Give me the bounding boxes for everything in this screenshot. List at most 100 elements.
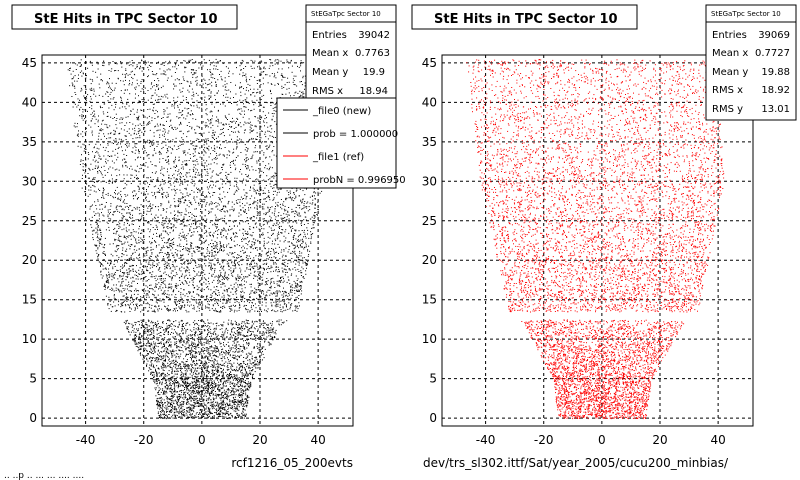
- left-point: [206, 383, 208, 384]
- left-point: [100, 144, 101, 146]
- left-point: [217, 218, 219, 220]
- left-point: [189, 329, 191, 331]
- left-point: [223, 154, 225, 156]
- left-point: [185, 164, 187, 166]
- left-point: [214, 268, 216, 270]
- left-point: [192, 234, 194, 236]
- left-point: [204, 395, 206, 397]
- left-point: [195, 346, 197, 348]
- left-point: [148, 221, 150, 222]
- left-point: [180, 370, 181, 371]
- left-point: [286, 216, 288, 218]
- left-point: [169, 227, 171, 229]
- left-point: [174, 201, 176, 203]
- left-point: [102, 275, 104, 277]
- left-point: [181, 414, 183, 416]
- left-point: [244, 93, 246, 95]
- left-point: [172, 408, 174, 410]
- left-point: [258, 337, 260, 339]
- left-point: [258, 183, 260, 185]
- left-point: [260, 291, 262, 293]
- left-point: [210, 262, 212, 264]
- left-point: [212, 61, 214, 63]
- left-point: [141, 296, 143, 298]
- left-point: [224, 205, 226, 207]
- left-point: [107, 223, 109, 224]
- left-point: [241, 301, 243, 302]
- left-point: [237, 125, 239, 127]
- left-point: [213, 380, 215, 382]
- left-point: [140, 304, 142, 306]
- left-point: [205, 386, 207, 388]
- left-point: [165, 221, 167, 223]
- left-point: [135, 238, 137, 240]
- left-point: [176, 353, 178, 355]
- left-point: [232, 220, 234, 222]
- left-point: [201, 204, 203, 206]
- left-point: [123, 295, 125, 297]
- left-point: [121, 285, 123, 287]
- left-point: [258, 172, 260, 174]
- left-point: [198, 372, 200, 374]
- left-point: [200, 132, 201, 134]
- left-point: [208, 131, 210, 133]
- left-point: [264, 248, 266, 250]
- left-point: [276, 235, 278, 237]
- left-point: [146, 210, 148, 212]
- left-point: [199, 234, 201, 236]
- left-point: [249, 240, 250, 242]
- left-point: [102, 265, 104, 267]
- left-point: [225, 396, 227, 398]
- left-point: [205, 376, 207, 378]
- left-point: [155, 326, 157, 328]
- left-point: [145, 344, 147, 346]
- left-point: [212, 259, 214, 261]
- left-point: [234, 301, 236, 303]
- left-point: [129, 259, 131, 261]
- left-point: [205, 283, 207, 285]
- left-point: [242, 198, 243, 200]
- left-point: [186, 281, 188, 283]
- left-point: [131, 168, 133, 170]
- left-point: [306, 267, 307, 269]
- left-point: [298, 260, 300, 262]
- left-point: [300, 286, 302, 288]
- left-point: [171, 276, 173, 278]
- left-point: [236, 412, 238, 414]
- left-point: [222, 124, 224, 126]
- left-point: [188, 130, 190, 132]
- left-point: [258, 349, 260, 351]
- left-point: [258, 362, 260, 363]
- left-point: [165, 144, 167, 146]
- left-point: [127, 194, 129, 196]
- left-point: [115, 207, 117, 209]
- left-point: [286, 197, 288, 199]
- left-point: [217, 61, 219, 63]
- left-point: [115, 139, 117, 141]
- left-point: [111, 68, 113, 70]
- left-point: [206, 143, 208, 145]
- left-point: [214, 303, 216, 305]
- left-point: [177, 96, 179, 98]
- left-point: [165, 379, 167, 381]
- left-point: [185, 210, 187, 212]
- left-point: [264, 198, 266, 200]
- left-point: [244, 204, 246, 206]
- left-point: [138, 115, 140, 117]
- left-point: [126, 143, 128, 145]
- left-point: [158, 326, 160, 328]
- left-point: [240, 209, 242, 210]
- left-point: [175, 303, 177, 305]
- left-point: [207, 392, 209, 394]
- left-point: [126, 122, 128, 124]
- left-point: [195, 372, 197, 374]
- left-point: [214, 62, 216, 64]
- left-point: [238, 254, 240, 256]
- left-point: [240, 250, 242, 252]
- left-point: [206, 336, 208, 338]
- left-point: [105, 267, 107, 269]
- left-point: [142, 229, 144, 231]
- left-point: [267, 252, 269, 253]
- left-point: [219, 354, 221, 356]
- left-point: [179, 232, 181, 234]
